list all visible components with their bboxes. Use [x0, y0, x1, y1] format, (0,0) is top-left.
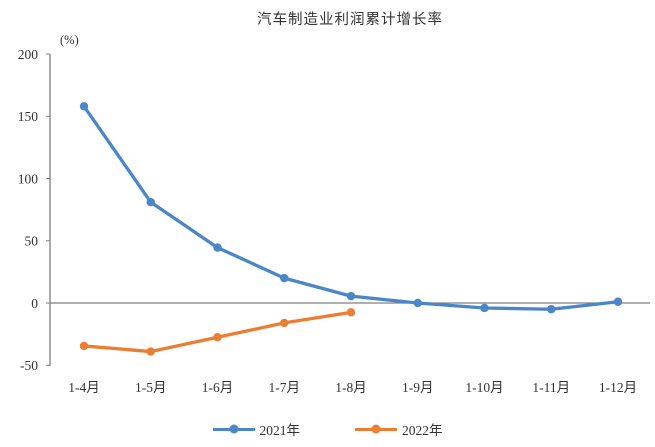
y-tick-label: 200: [18, 47, 39, 62]
y-tick-label: 150: [18, 109, 39, 124]
data-point-2021年-1-11月: [547, 305, 556, 314]
data-point-2021年-1-9月: [413, 298, 422, 308]
y-tick-label: 0: [31, 296, 38, 311]
x-axis-label: 1-7月: [269, 380, 301, 395]
data-point-2021年-1-6月: [213, 243, 222, 252]
x-axis-label: 1-12月: [599, 380, 637, 395]
data-point-2022年-1-7月: [280, 318, 289, 328]
x-axis-label: 1-6月: [202, 380, 234, 395]
legend-item-2022: 2022年: [355, 419, 443, 439]
data-point-2022年-1-8月: [346, 308, 356, 317]
data-point-2022年-1-4月: [79, 341, 89, 351]
legend-label-2022: 2022年: [402, 423, 443, 438]
x-axis-label: 1-10月: [465, 380, 503, 395]
series-line-2021年: [82, 104, 620, 311]
data-point-2021年-1-10月: [480, 303, 489, 313]
legend-item-2021: 2021年: [212, 419, 301, 439]
x-axis-label: 1-4月: [68, 380, 100, 395]
y-tick-label: -50: [20, 358, 38, 373]
x-axis-label: 1-5月: [135, 380, 167, 395]
data-point-2021年-1-5月: [146, 197, 155, 207]
legend-marker-icon: [371, 424, 381, 434]
data-point-2021年-1-12月: [613, 297, 623, 306]
y-tick-label: 50: [25, 234, 39, 249]
data-point-2021年-1-4月: [79, 102, 89, 111]
chart-title: 汽车制造业利润累计增长率: [257, 12, 443, 28]
x-axis-label: 1-8月: [335, 380, 367, 395]
x-axis-label: 1-9月: [402, 380, 434, 395]
legend-marker-icon: [229, 424, 238, 434]
y-axis-unit-label: (%): [60, 33, 79, 47]
legend-label-2021: 2021年: [259, 423, 301, 438]
data-point-2021年-1-7月: [280, 273, 289, 283]
legend-swatch-2021: [212, 424, 255, 434]
line-chart: 200 150 100 50 0 -50 1-4月 1-5月 1-6月 1-7月 1-8月 1-9月 1…: [18, 47, 650, 395]
y-tick-label: 100: [18, 171, 39, 186]
legend-swatch-2022: [355, 424, 397, 434]
series-line-2022年: [82, 310, 353, 354]
data-point-2022年-1-5月: [146, 347, 155, 356]
chart-legend: 2021年 2022年: [0, 419, 655, 439]
data-point-2022年-1-6月: [213, 333, 222, 342]
x-axis-label: 1-11月: [532, 380, 570, 395]
data-point-2021年-1-8月: [346, 291, 356, 301]
